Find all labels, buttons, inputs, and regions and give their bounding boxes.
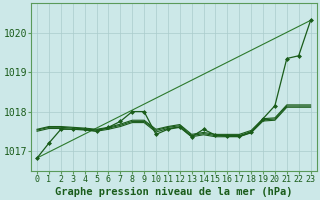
- X-axis label: Graphe pression niveau de la mer (hPa): Graphe pression niveau de la mer (hPa): [55, 186, 292, 197]
